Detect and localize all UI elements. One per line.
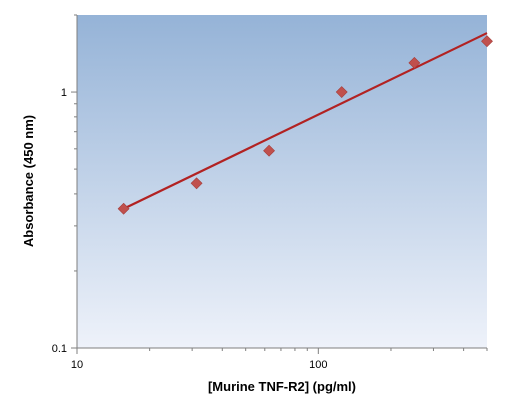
data-point bbox=[335, 86, 348, 98]
x-tick-label: 10 bbox=[71, 359, 83, 371]
data-point bbox=[117, 202, 130, 215]
x-axis-title: [Murine TNF-R2] (pg/ml) bbox=[208, 379, 356, 394]
axes bbox=[71, 14, 488, 354]
x-tick-label: 100 bbox=[309, 359, 327, 371]
data-point bbox=[263, 144, 275, 157]
fit-line-group bbox=[123, 32, 488, 210]
fit-line bbox=[123, 32, 488, 210]
tick-labels: 0.1 1 10 100 bbox=[52, 87, 328, 371]
y-axis-title: Absorbance (450 nm) bbox=[21, 115, 36, 247]
data-point bbox=[481, 35, 493, 48]
data-point bbox=[190, 177, 203, 190]
y-tick-label: 0.1 bbox=[52, 343, 67, 355]
data-point bbox=[408, 56, 421, 69]
data-points bbox=[117, 35, 493, 215]
y-tick-label: 1 bbox=[61, 87, 67, 99]
plot-area bbox=[77, 15, 487, 348]
